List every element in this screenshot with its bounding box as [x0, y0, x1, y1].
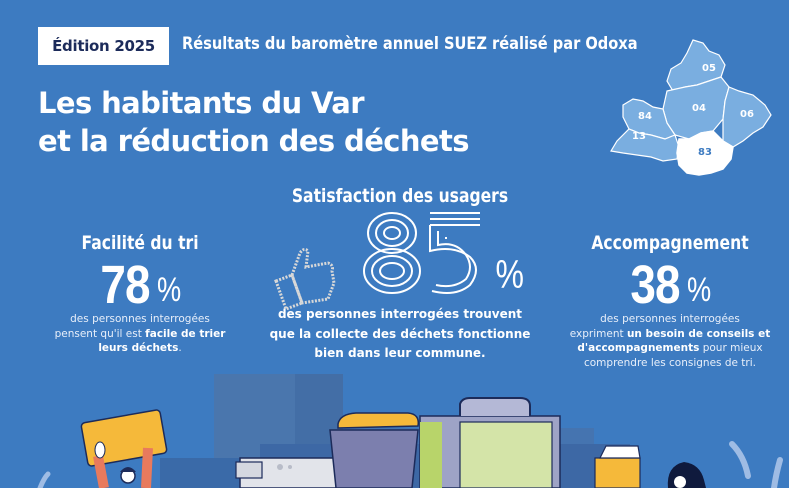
stat-description: des personnes interrogées trouvent que l… [269, 307, 531, 360]
page-title: Les habitants du Var et la réduction des… [38, 84, 470, 160]
stat-title: Satisfaction des usagers [291, 185, 509, 207]
map-region-83-highlighted [676, 130, 734, 176]
stat-title: Accompagnement [591, 232, 749, 254]
map-label-04: 04 [692, 103, 706, 114]
stat-description: des personnes interrogées expriment un b… [569, 313, 771, 369]
big-85-outline [363, 212, 480, 294]
title-line-2: et la réduction des déchets [38, 124, 470, 158]
region-map: 05 84 04 06 13 83 [610, 39, 772, 176]
stat-support-need: Accompagnement 38% des personnes interro… [555, 232, 785, 370]
stat-description: des personnes interrogées pensent qu'il … [54, 313, 226, 354]
waste-bins-illustration [37, 374, 783, 488]
map-label-83: 83 [698, 147, 712, 158]
map-label-84: 84 [638, 111, 652, 122]
map-region-06 [722, 86, 772, 148]
survey-subtitle: Résultats du baromètre annuel SUEZ réali… [182, 34, 638, 54]
stat-user-satisfaction: Satisfaction des usagers % des personnes… [260, 185, 540, 364]
edition-badge: Édition 2025 [38, 27, 169, 65]
stat-ease-of-sorting: Facilité du tri 78% des personnes interr… [40, 232, 240, 356]
edition-label: Édition 2025 [52, 37, 155, 55]
map-label-05: 05 [702, 63, 716, 74]
stat-unit: % [686, 271, 712, 309]
thumbs-up-icon [274, 247, 336, 311]
map-region-13 [610, 128, 680, 162]
map-label-13: 13 [632, 131, 646, 142]
stat-unit: % [156, 271, 182, 309]
title-line-1: Les habitants du Var [38, 86, 365, 120]
stat-title: Facilité du tri [81, 232, 199, 254]
stat-value: 38 [630, 255, 680, 315]
map-label-06: 06 [740, 109, 754, 120]
stat-unit: % [495, 253, 525, 297]
stat-value: 78 [100, 255, 150, 315]
